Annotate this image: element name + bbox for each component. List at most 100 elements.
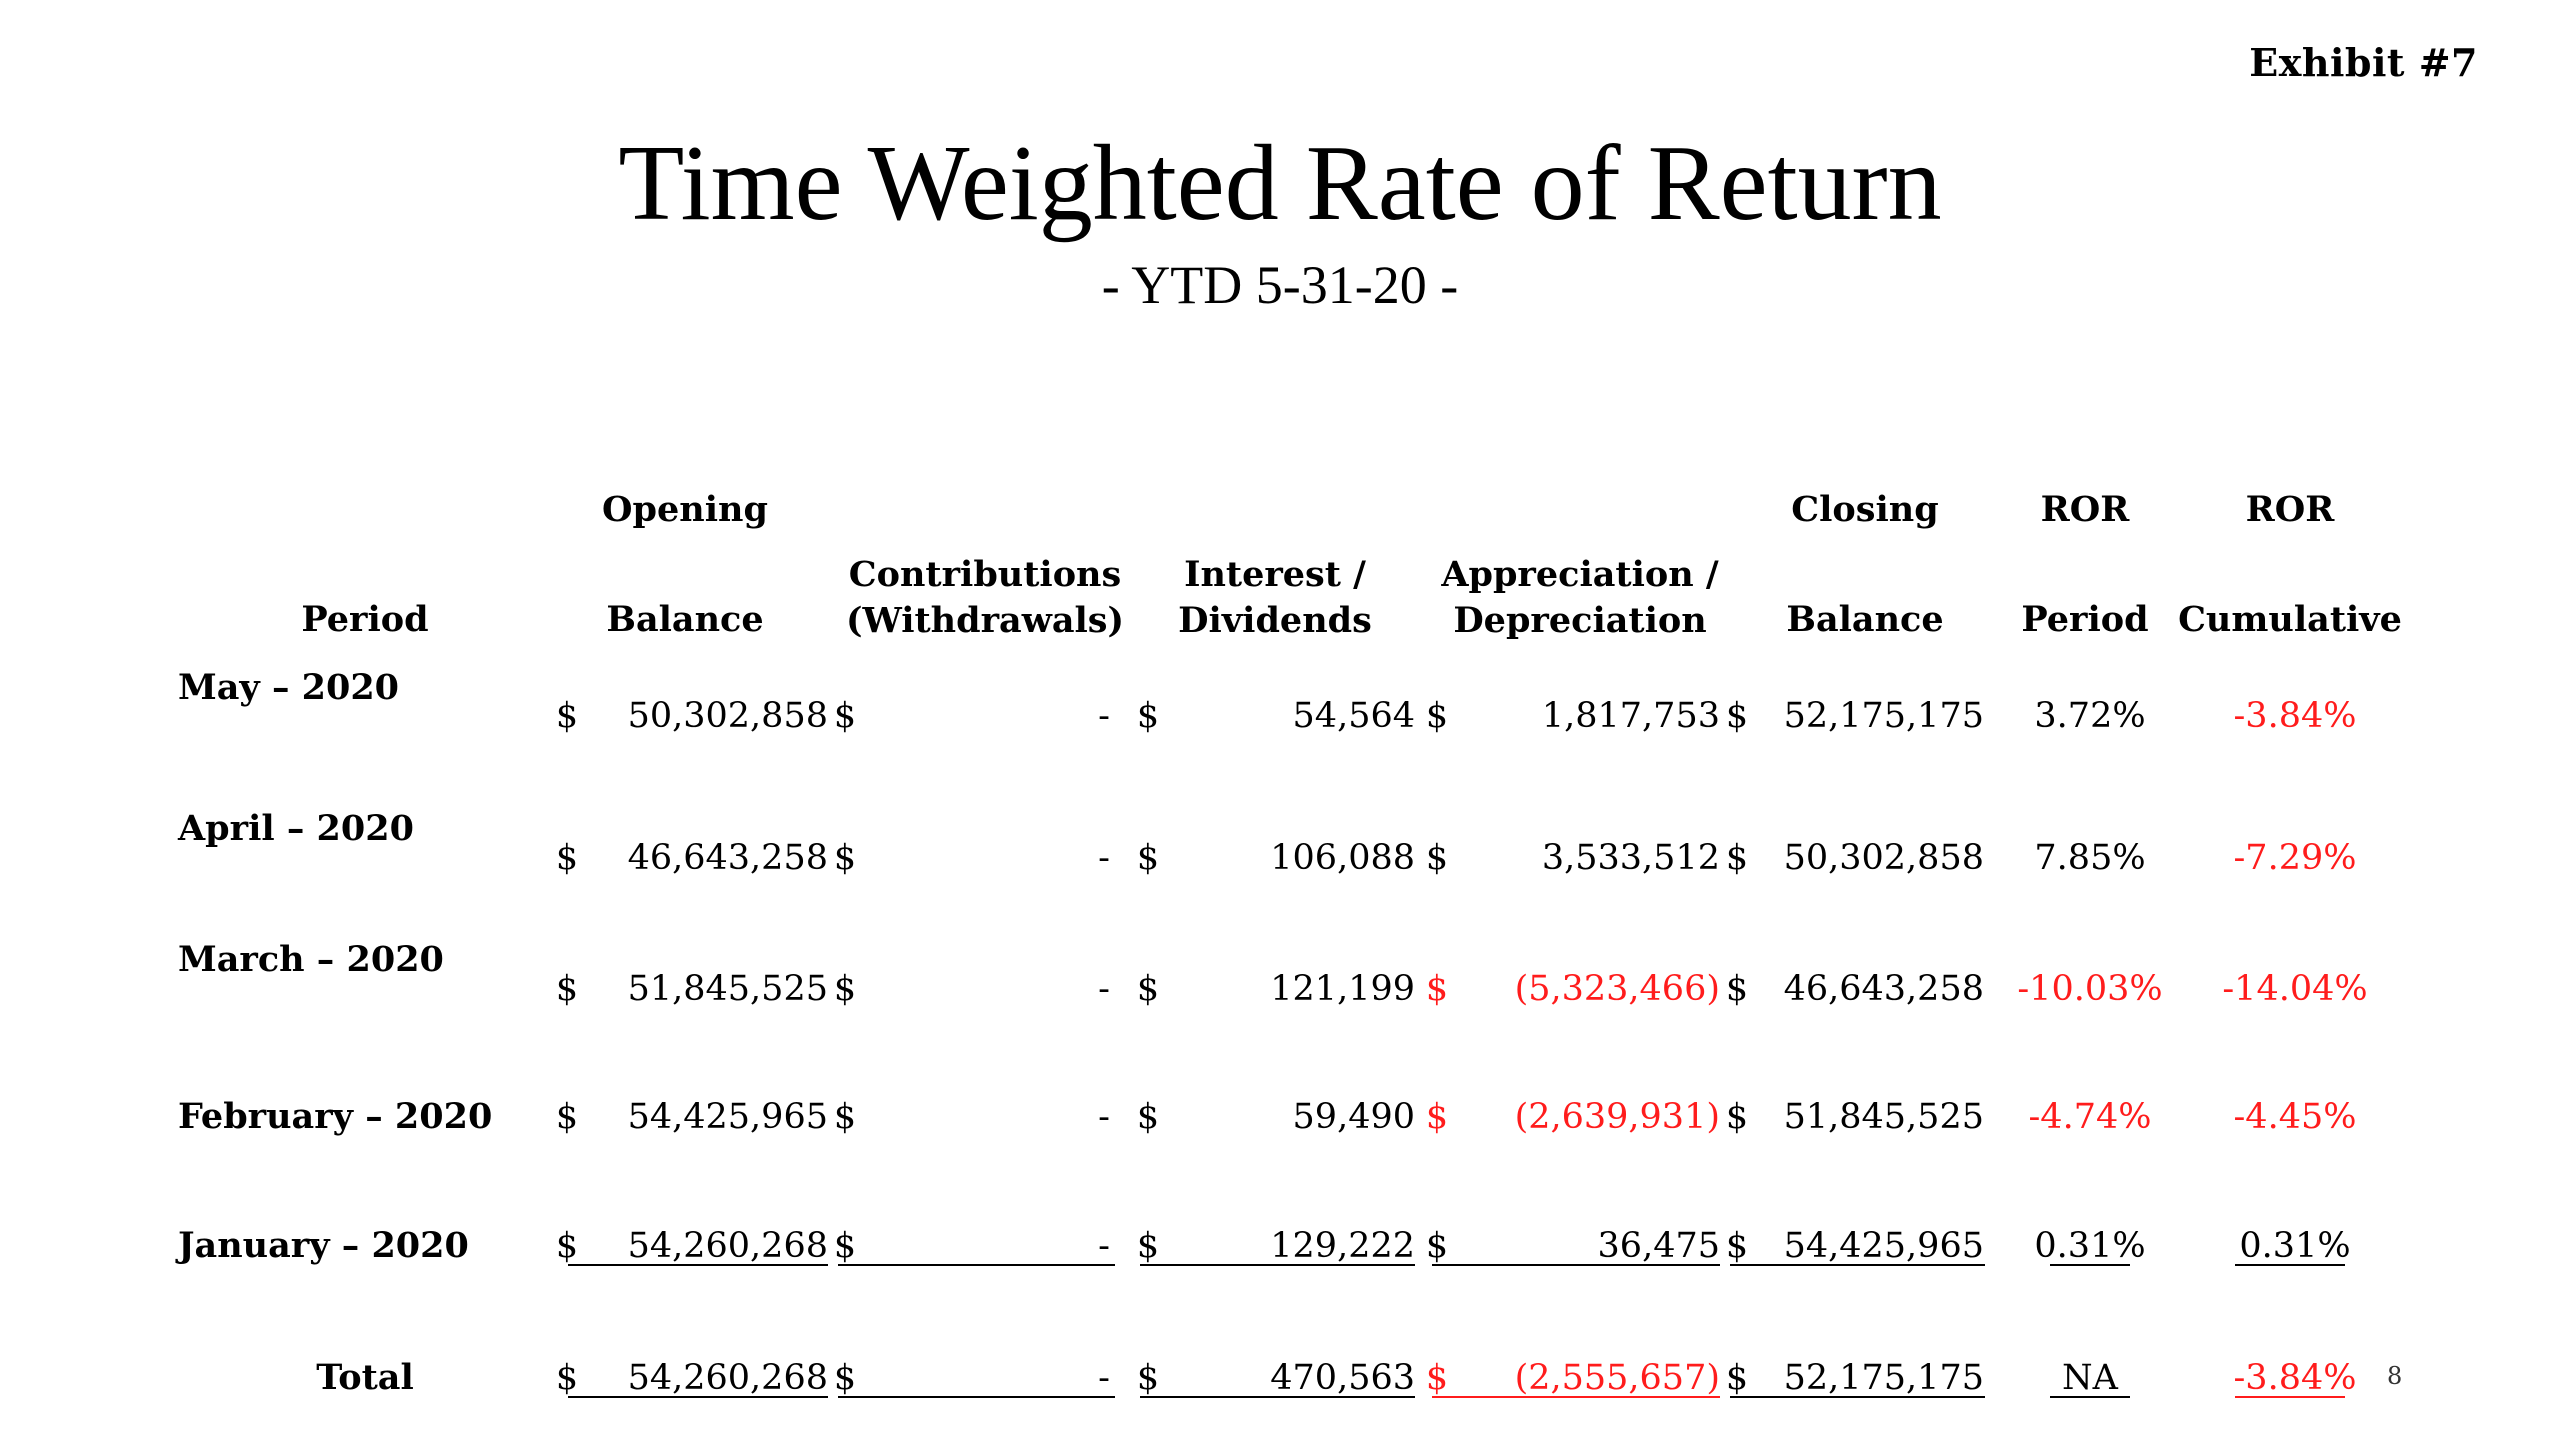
interest-dividends-value: 470,563 — [1270, 1358, 1415, 1398]
appreciation-value: 3,533,512 — [1541, 838, 1720, 878]
ror-cumulative-value: 0.31% — [2239, 1226, 2351, 1266]
ror-cumulative-value: -3.84% — [2233, 696, 2357, 736]
appreciation-value: (2,555,657) — [1514, 1358, 1720, 1398]
header-opening-top: Opening — [602, 489, 768, 530]
header-contributions-bottom: (Withdrawals) — [845, 600, 1125, 641]
period-label: January – 2020 — [178, 1225, 469, 1266]
contributions-value: - — [1098, 1358, 1110, 1398]
exhibit-label: Exhibit #7 — [2249, 40, 2478, 85]
header-period: Period — [301, 599, 429, 640]
closing-currency-symbol: $ — [1725, 696, 1749, 736]
period-label: February – 2020 — [178, 1096, 493, 1137]
contributions-value: - — [1098, 696, 1110, 736]
interest-dividends-value: 129,222 — [1270, 1226, 1415, 1266]
period-label: April – 2020 — [178, 808, 414, 849]
closing-balance-value: 52,175,175 — [1783, 696, 1984, 736]
appreciation-value: 1,817,753 — [1541, 696, 1720, 736]
interest-dividends-value: 121,199 — [1270, 969, 1415, 1009]
appreciation-currency-symbol: $ — [1425, 696, 1449, 736]
ror-cumulative-value: -7.29% — [2233, 838, 2357, 878]
header-contributions: Contributions (Withdrawals) — [835, 552, 1135, 644]
page-title: Time Weighted Rate of Return — [618, 124, 1942, 243]
contributions-value: - — [1098, 1226, 1110, 1266]
header-opening: Opening — [560, 487, 810, 533]
underline — [838, 1264, 1115, 1266]
appreciation-value: (2,639,931) — [1514, 1097, 1720, 1137]
interest-currency-symbol: $ — [1136, 969, 1160, 1009]
underline — [568, 1264, 828, 1266]
contributions-currency-symbol: $ — [833, 969, 857, 1009]
opening-balance-value: 51,845,525 — [627, 969, 828, 1009]
contributions-currency-symbol: $ — [833, 838, 857, 878]
opening-currency-symbol: $ — [555, 1358, 579, 1398]
header-appreciation-top: Appreciation / — [1441, 554, 1719, 595]
closing-currency-symbol: $ — [1725, 1226, 1749, 1266]
opening-balance-value: 54,260,268 — [627, 1358, 828, 1398]
header-contributions-top: Contributions — [848, 554, 1122, 595]
interest-dividends-value: 59,490 — [1292, 1097, 1415, 1137]
closing-currency-symbol: $ — [1725, 969, 1749, 1009]
interest-dividends-value: 54,564 — [1292, 696, 1415, 736]
ror-cumulative-value: -3.84% — [2233, 1358, 2357, 1398]
contributions-currency-symbol: $ — [833, 1097, 857, 1137]
underline — [838, 1396, 1115, 1398]
opening-currency-symbol: $ — [555, 969, 579, 1009]
appreciation-currency-symbol: $ — [1425, 1226, 1449, 1266]
opening-currency-symbol: $ — [555, 1226, 579, 1266]
underline — [1140, 1264, 1415, 1266]
period-label: March – 2020 — [178, 939, 444, 980]
closing-balance-value: 50,302,858 — [1783, 838, 1984, 878]
period-label: May – 2020 — [178, 667, 400, 708]
ror-period-value: NA — [2062, 1358, 2118, 1398]
underline — [2235, 1396, 2345, 1398]
underline — [1140, 1396, 1415, 1398]
opening-currency-symbol: $ — [555, 1097, 579, 1137]
header-appreciation: Appreciation / Depreciation — [1420, 552, 1740, 644]
contributions-value: - — [1098, 969, 1110, 1009]
ror-period-value: -10.03% — [2017, 969, 2163, 1009]
ror-cumulative-value: -14.04% — [2222, 969, 2368, 1009]
interest-currency-symbol: $ — [1136, 1226, 1160, 1266]
interest-dividends-value: 106,088 — [1270, 838, 1415, 878]
underline — [2050, 1264, 2130, 1266]
appreciation-value: 36,475 — [1597, 1226, 1720, 1266]
header-closing-balance: Balance — [1786, 599, 1944, 640]
closing-balance-value: 54,425,965 — [1783, 1226, 1984, 1266]
page-number: 8 — [2387, 1362, 2403, 1390]
header-ror-cumulative: ROR — [2245, 489, 2335, 530]
header-ror-period-label: Period — [2021, 599, 2149, 640]
opening-balance-value: 54,425,965 — [627, 1097, 828, 1137]
underline — [1432, 1264, 1720, 1266]
underline — [568, 1396, 828, 1398]
ror-period-value: -4.74% — [2028, 1097, 2152, 1137]
contributions-value: - — [1098, 1097, 1110, 1137]
underline — [1730, 1396, 1985, 1398]
opening-balance-value: 46,643,258 — [627, 838, 828, 878]
underline — [2235, 1264, 2345, 1266]
interest-currency-symbol: $ — [1136, 838, 1160, 878]
ror-period-value: 7.85% — [2034, 838, 2146, 878]
closing-balance-value: 46,643,258 — [1783, 969, 1984, 1009]
header-ror-cumulative-label: Cumulative — [2178, 599, 2402, 640]
ror-period-value: 3.72% — [2034, 696, 2146, 736]
underline — [1432, 1396, 1720, 1398]
contributions-currency-symbol: $ — [833, 1226, 857, 1266]
contributions-currency-symbol: $ — [833, 1358, 857, 1398]
appreciation-currency-symbol: $ — [1425, 969, 1449, 1009]
header-interest-bottom: Dividends — [1178, 600, 1372, 641]
header-appreciation-bottom: Depreciation — [1453, 600, 1707, 641]
appreciation-currency-symbol: $ — [1425, 1097, 1449, 1137]
underline — [2050, 1396, 2130, 1398]
appreciation-currency-symbol: $ — [1425, 1358, 1449, 1398]
header-closing: Closing — [1791, 489, 1939, 530]
opening-balance-value: 50,302,858 — [627, 696, 828, 736]
ror-cumulative-value: -4.45% — [2233, 1097, 2357, 1137]
opening-currency-symbol: $ — [555, 696, 579, 736]
header-ror-period: ROR — [2040, 489, 2130, 530]
ror-period-value: 0.31% — [2034, 1226, 2146, 1266]
header-opening-balance: Balance — [560, 597, 810, 643]
closing-currency-symbol: $ — [1725, 1358, 1749, 1398]
interest-currency-symbol: $ — [1136, 696, 1160, 736]
contributions-currency-symbol: $ — [833, 696, 857, 736]
closing-balance-value: 51,845,525 — [1783, 1097, 1984, 1137]
